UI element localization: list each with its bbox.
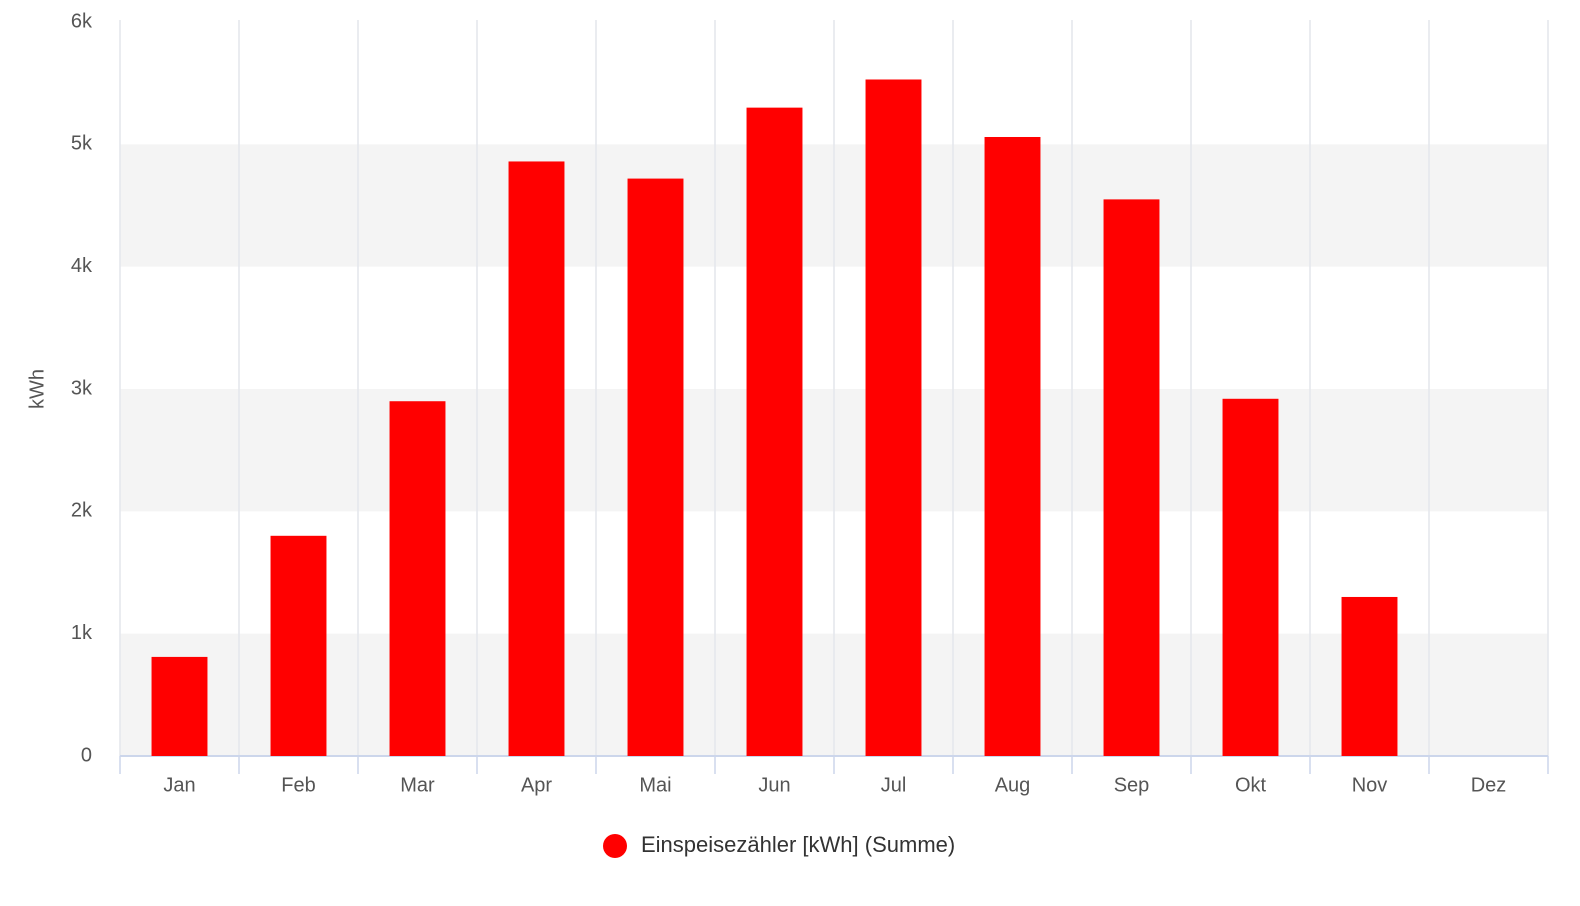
x-tick-label: Jul <box>881 774 907 796</box>
y-tick-label: 2k <box>71 500 93 522</box>
bar <box>389 401 446 756</box>
x-tick-label: Nov <box>1352 774 1388 796</box>
bar <box>270 535 327 756</box>
bar <box>1222 398 1279 756</box>
x-tick-label: Dez <box>1471 774 1507 796</box>
x-tick-label: Apr <box>521 774 552 796</box>
bar <box>508 161 565 756</box>
legend-marker <box>603 834 627 858</box>
x-tick-label: Mai <box>639 774 671 796</box>
bar <box>865 79 922 757</box>
legend-label: Einspeisezähler [kWh] (Summe) <box>641 832 955 857</box>
x-tick-label: Aug <box>995 774 1031 796</box>
x-tick-label: Feb <box>281 774 315 796</box>
x-tick-label: Okt <box>1235 774 1267 796</box>
bar <box>1103 199 1160 757</box>
y-tick-label: 0 <box>81 744 92 766</box>
x-tick-label: Sep <box>1114 774 1150 796</box>
bar <box>746 107 803 757</box>
bar <box>984 136 1041 756</box>
y-tick-label: 5k <box>71 133 93 155</box>
x-tick-label: Jan <box>163 774 195 796</box>
y-axis-label: kWh <box>26 369 48 409</box>
y-tick-label: 4k <box>71 255 93 277</box>
legend-item: Einspeisezähler [kWh] (Summe) <box>603 832 955 858</box>
bar <box>627 178 684 756</box>
y-tick-label: 1k <box>71 622 93 644</box>
x-tick-label: Mar <box>400 774 435 796</box>
y-tick-label: 3k <box>71 377 93 399</box>
x-tick-label: Jun <box>758 774 790 796</box>
bar <box>151 656 208 756</box>
y-tick-label: 6k <box>71 10 93 32</box>
bar <box>1341 596 1398 756</box>
